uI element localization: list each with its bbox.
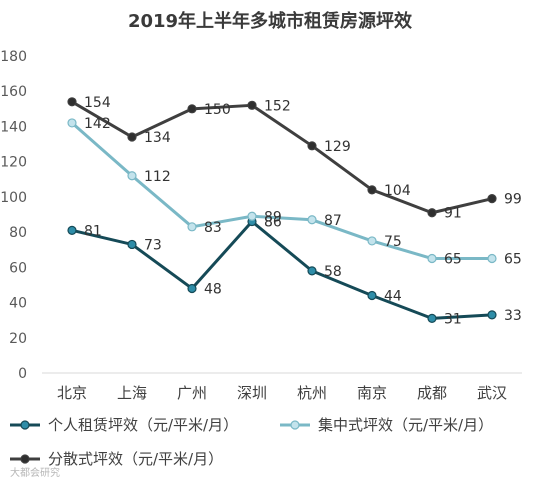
x-tick-label: 武汉 xyxy=(477,384,507,402)
y-tick-label: 100 xyxy=(0,190,27,206)
data-point xyxy=(67,97,77,107)
data-point xyxy=(187,104,197,114)
data-point xyxy=(367,185,377,195)
x-tick-label: 南京 xyxy=(357,384,387,402)
x-tick-label: 杭州 xyxy=(297,384,327,402)
legend-marker xyxy=(290,420,300,430)
x-axis: 北京 上海 广州 深圳 杭州 南京 成都 武汉 xyxy=(42,372,522,402)
data-point xyxy=(127,171,137,181)
y-tick-label: 140 xyxy=(0,119,27,135)
data-point xyxy=(307,215,317,225)
y-tick-label: 160 xyxy=(0,84,27,100)
data-label: 99 xyxy=(504,192,522,208)
data-label: 134 xyxy=(144,130,171,146)
data-label: 89 xyxy=(264,209,282,225)
series-line xyxy=(71,100,493,215)
x-tick-label: 北京 xyxy=(57,384,87,402)
data-point xyxy=(427,313,437,324)
data-label: 87 xyxy=(324,213,342,229)
y-tick-label: 40 xyxy=(9,296,27,312)
chart-title: 2019年上半年多城市租赁房源坪效 xyxy=(128,10,413,32)
data-label: 44 xyxy=(384,289,402,305)
x-tick-label: 成都 xyxy=(417,384,447,402)
series-line xyxy=(71,220,493,320)
legend-label: 集中式坪效（元/平米/月） xyxy=(318,416,493,434)
data-point xyxy=(67,225,77,235)
data-point xyxy=(247,211,257,221)
data-label: 75 xyxy=(384,234,402,250)
data-label: 152 xyxy=(264,98,291,114)
y-axis: 0 20 40 60 80 100 120 140 160 180 xyxy=(0,49,27,382)
data-label: 31 xyxy=(444,311,462,327)
data-point xyxy=(67,118,77,128)
data-label: 65 xyxy=(444,252,462,268)
data-label: 91 xyxy=(444,206,462,222)
data-label: 142 xyxy=(84,116,111,132)
legend-label: 个人租赁坪效（元/平米/月） xyxy=(48,416,238,434)
legend-item: 分散式坪效（元/平米/月） xyxy=(10,450,223,468)
y-tick-label: 60 xyxy=(9,260,27,276)
data-label: 58 xyxy=(324,264,342,280)
data-label: 73 xyxy=(144,237,162,253)
data-point xyxy=(427,208,437,218)
data-label: 33 xyxy=(504,308,522,324)
y-tick-label: 120 xyxy=(0,155,27,171)
x-tick-label: 广州 xyxy=(177,384,207,402)
series-line xyxy=(71,121,492,261)
data-point xyxy=(187,222,197,232)
legend-item: 集中式坪效（元/平米/月） xyxy=(280,416,493,434)
x-tick-label: 深圳 xyxy=(237,384,267,402)
series-2 xyxy=(67,118,497,264)
data-label: 150 xyxy=(204,102,231,118)
data-point xyxy=(367,290,377,301)
data-point xyxy=(487,194,497,204)
legend: 个人租赁坪效（元/平米/月） 集中式坪效（元/平米/月） 分散式坪效（元/平米/月） xyxy=(10,416,493,468)
y-tick-label: 20 xyxy=(9,331,27,347)
data-point xyxy=(307,266,317,276)
legend-label: 分散式坪效（元/平米/月） xyxy=(48,450,223,468)
data-point xyxy=(127,132,137,142)
series-3 xyxy=(67,97,497,218)
data-point xyxy=(307,141,317,151)
data-point xyxy=(427,253,437,264)
data-label: 154 xyxy=(84,95,111,111)
data-label: 112 xyxy=(144,169,171,185)
data-label: 48 xyxy=(204,281,222,297)
legend-marker xyxy=(20,420,30,430)
data-label: 129 xyxy=(324,139,351,155)
legend-marker xyxy=(20,454,30,464)
data-label: 86 xyxy=(264,215,282,231)
watermark: 大都会研究 xyxy=(10,466,60,479)
data-label: 81 xyxy=(84,223,102,239)
data-point xyxy=(187,283,197,294)
data-label: 104 xyxy=(384,183,411,199)
series-1 xyxy=(67,216,497,324)
data-point xyxy=(367,236,377,246)
data-label: 83 xyxy=(204,220,222,236)
legend-item: 个人租赁坪效（元/平米/月） xyxy=(10,416,238,434)
data-point xyxy=(487,310,497,320)
series-layer xyxy=(67,97,497,324)
data-point xyxy=(487,253,497,264)
y-tick-label: 180 xyxy=(0,49,27,65)
y-tick-label: 80 xyxy=(9,225,27,241)
data-point xyxy=(247,100,257,110)
x-tick-label: 上海 xyxy=(117,384,147,402)
data-labels: 81 73 48 86 58 44 31 33 142 112 83 89 87 75 65 65 154 134… xyxy=(84,95,522,328)
data-point xyxy=(127,239,137,250)
data-label: 65 xyxy=(504,252,522,268)
y-tick-label: 0 xyxy=(18,366,27,382)
